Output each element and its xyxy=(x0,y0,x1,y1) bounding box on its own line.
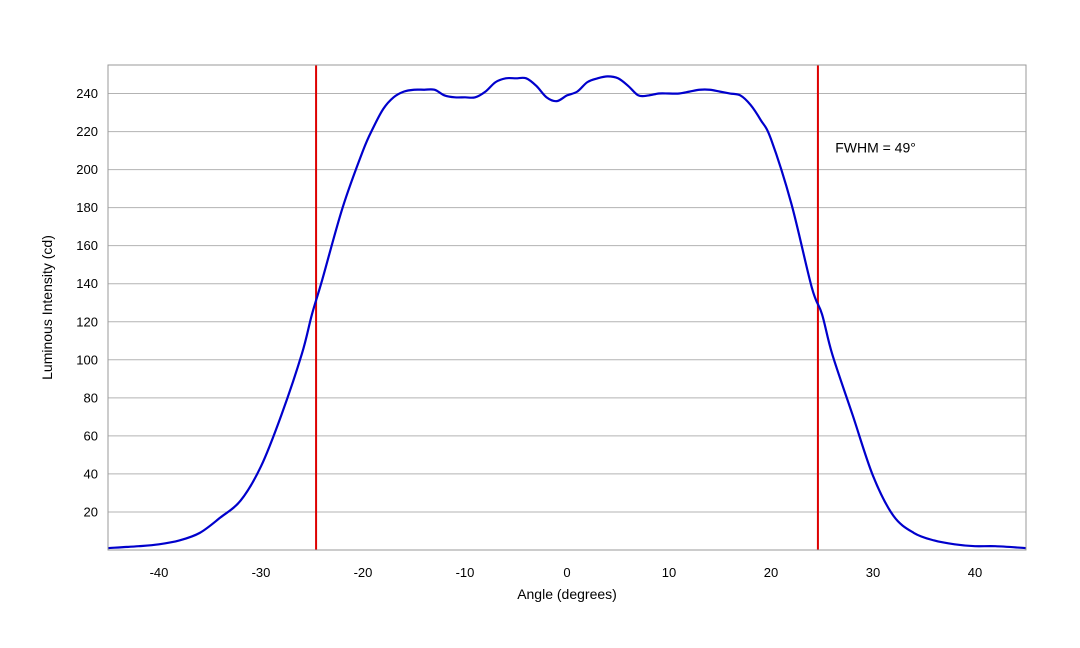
x-tick-labels: -40 -30 -20 -10 0 10 20 30 40 xyxy=(150,565,983,580)
y-tick-label: 80 xyxy=(84,390,98,405)
y-tick-label: 60 xyxy=(84,428,98,443)
series-layer xyxy=(107,75,1027,550)
y-tick-label: 100 xyxy=(76,352,98,367)
y-tick-label: 220 xyxy=(76,124,98,139)
x-tick-label: -10 xyxy=(456,565,475,580)
x-tick-label: 10 xyxy=(662,565,676,580)
x-tick-label: 30 xyxy=(866,565,880,580)
annotations: FWHM = 49° xyxy=(835,139,916,155)
plot-area-frame xyxy=(107,64,1027,551)
x-axis-label: Angle (degrees) xyxy=(517,586,617,602)
y-tick-label: 140 xyxy=(76,276,98,291)
y-tick-label: 200 xyxy=(76,162,98,177)
x-tick-label: 40 xyxy=(968,565,982,580)
fwhm-markers xyxy=(315,65,819,550)
y-tick-label: 160 xyxy=(76,238,98,253)
x-tick-label: -40 xyxy=(150,565,169,580)
y-tick-label: 180 xyxy=(76,200,98,215)
y-tick-label: 240 xyxy=(76,86,98,101)
series-line-0 xyxy=(107,75,1027,550)
y-tick-labels: 20 40 60 80 100 120 140 160 180 200 220 240 xyxy=(76,86,98,519)
x-tick-label: 0 xyxy=(563,565,570,580)
x-tick-label: 20 xyxy=(764,565,778,580)
x-tick-label: -30 xyxy=(252,565,271,580)
gridlines xyxy=(108,93,1026,513)
fwhm-annotation: FWHM = 49° xyxy=(835,139,916,155)
x-tick-label: -20 xyxy=(354,565,373,580)
y-tick-label: 40 xyxy=(84,466,98,481)
y-axis-label: Luminous Intensity (cd) xyxy=(39,235,55,380)
y-tick-label: 120 xyxy=(76,314,98,329)
y-tick-label: 20 xyxy=(84,504,98,519)
